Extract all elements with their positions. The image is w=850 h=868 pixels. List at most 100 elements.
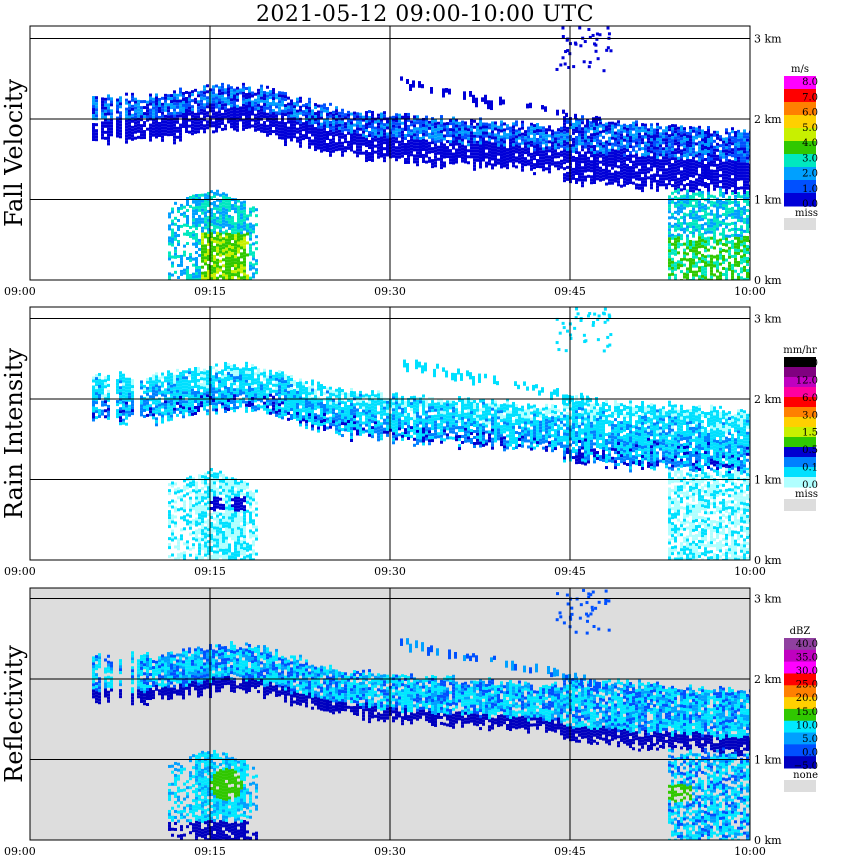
legend-swatch: [784, 180, 816, 194]
echo-cell: [689, 129, 692, 133]
echo-cell: [731, 242, 734, 246]
echo-cell: [98, 378, 101, 382]
echo-cell: [227, 114, 230, 118]
echo-cell: [236, 119, 239, 123]
echo-cell: [710, 227, 713, 231]
echo-cell: [551, 150, 554, 154]
echo-cell: [305, 121, 308, 125]
echo-cell: [530, 137, 533, 141]
echo-cell: [746, 197, 749, 201]
echo-cell: [404, 142, 407, 146]
echo-cell: [200, 123, 203, 127]
echo-cell: [587, 65, 591, 69]
echo-cell: [347, 131, 350, 135]
echo-cell: [234, 240, 237, 244]
echo-cell: [131, 412, 134, 416]
echo-cell: [95, 138, 98, 142]
echo-cell: [299, 135, 302, 139]
echo-cell: [228, 199, 231, 203]
echo-cell: [521, 126, 524, 130]
echo-cell: [152, 377, 155, 381]
echo-cell: [527, 126, 530, 130]
echo-cell: [683, 187, 686, 191]
echo-cell: [434, 125, 437, 129]
echo-cell: [542, 165, 545, 169]
echo-cell: [204, 247, 207, 251]
echo-cell: [509, 129, 512, 133]
echo-cell: [107, 103, 110, 107]
echo-cell: [704, 142, 707, 146]
echo-cell: [119, 96, 122, 100]
echo-cell: [491, 124, 494, 128]
echo-cell: [461, 123, 464, 127]
echo-cell: [662, 180, 665, 184]
echo-cell: [488, 123, 491, 127]
echo-cell: [168, 272, 171, 276]
echo-cell: [542, 150, 545, 154]
echo-cell: [734, 263, 737, 267]
echo-cell: [356, 118, 359, 122]
echo-cell: [710, 224, 713, 228]
echo-cell: [119, 395, 122, 399]
echo-cell: [210, 244, 213, 248]
echo-cell: [656, 152, 659, 156]
echo-cell: [146, 404, 149, 408]
echo-cell: [596, 156, 599, 160]
echo-cell: [236, 95, 239, 99]
echo-cell: [278, 121, 281, 125]
echo-cell: [314, 133, 317, 137]
echo-cell: [380, 115, 383, 119]
echo-cell: [146, 395, 149, 399]
echo-cell: [707, 194, 710, 198]
echo-cell: [566, 49, 570, 53]
echo-cell: [219, 220, 222, 224]
echo-cell: [677, 224, 680, 228]
echo-cell: [416, 136, 419, 140]
echo-cell: [608, 169, 611, 173]
echo-cell: [186, 275, 189, 279]
echo-cell: [653, 152, 656, 156]
echo-cell: [593, 139, 596, 143]
echo-cell: [119, 410, 122, 414]
echo-cell: [713, 240, 716, 244]
echo-cell: [290, 138, 293, 142]
echo-cell: [653, 158, 656, 162]
echo-cell: [171, 234, 174, 238]
echo-cell: [317, 110, 320, 114]
echo-cell: [464, 148, 467, 152]
echo-cell: [203, 401, 206, 405]
echo-cell: [179, 395, 182, 399]
echo-cell: [222, 222, 225, 226]
echo-cell: [335, 145, 338, 149]
echo-cell: [219, 202, 222, 206]
echo-cell: [524, 130, 527, 134]
echo-cell: [257, 103, 260, 107]
echo-cell: [203, 398, 206, 402]
echo-cell: [332, 119, 335, 123]
echo-cell: [216, 270, 219, 274]
echo-cell: [243, 269, 246, 273]
echo-cell: [674, 237, 677, 241]
echo-cell: [695, 136, 698, 140]
echo-cell: [626, 181, 629, 185]
echo-cell: [251, 109, 254, 113]
echo-cell: [368, 116, 371, 120]
echo-cell: [308, 100, 311, 104]
echo-cell: [377, 137, 380, 141]
echo-cell: [255, 214, 258, 218]
echo-cell: [311, 124, 314, 128]
echo-cell: [659, 144, 662, 148]
echo-cell: [272, 97, 275, 101]
echo-cell: [698, 158, 701, 162]
echo-cell: [92, 105, 95, 109]
echo-cell: [626, 133, 629, 137]
echo-cell: [419, 142, 422, 146]
echo-cell: [620, 160, 623, 164]
echo-cell: [497, 158, 500, 162]
echo-cell: [164, 102, 167, 106]
echo-cell: [662, 174, 665, 178]
echo-cell: [524, 157, 527, 161]
echo-cell: [680, 140, 683, 144]
echo-cell: [542, 132, 545, 136]
echo-cell: [737, 218, 740, 222]
